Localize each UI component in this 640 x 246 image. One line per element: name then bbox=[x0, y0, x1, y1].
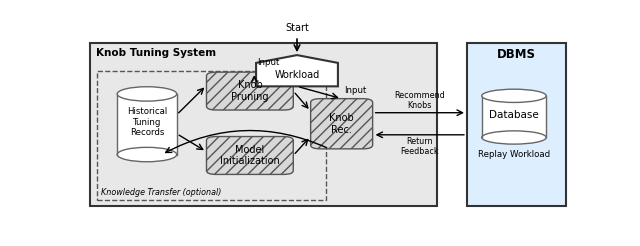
Bar bbox=[97, 71, 326, 200]
Text: Return
Feedback: Return Feedback bbox=[401, 137, 439, 156]
Text: Model
Initialization: Model Initialization bbox=[220, 145, 280, 166]
Text: Start: Start bbox=[285, 23, 309, 33]
FancyBboxPatch shape bbox=[207, 137, 293, 174]
Polygon shape bbox=[256, 55, 338, 86]
Text: Historical
Tuning
Records: Historical Tuning Records bbox=[127, 108, 167, 137]
Text: Knowledge Transfer (optional): Knowledge Transfer (optional) bbox=[101, 188, 221, 197]
Bar bbox=[90, 43, 437, 206]
Bar bbox=[482, 96, 547, 138]
Bar bbox=[467, 43, 566, 206]
Ellipse shape bbox=[482, 89, 547, 102]
FancyBboxPatch shape bbox=[207, 72, 293, 110]
Text: DBMS: DBMS bbox=[497, 48, 536, 62]
Text: Knob
Rec.: Knob Rec. bbox=[329, 113, 354, 135]
Text: Input: Input bbox=[257, 58, 279, 67]
Bar bbox=[117, 94, 177, 154]
Ellipse shape bbox=[482, 131, 547, 144]
Text: Database: Database bbox=[489, 110, 539, 120]
Text: Replay Workload: Replay Workload bbox=[478, 150, 550, 159]
Ellipse shape bbox=[117, 87, 177, 101]
Text: Workload: Workload bbox=[275, 70, 319, 80]
Text: Input: Input bbox=[344, 86, 367, 95]
FancyBboxPatch shape bbox=[310, 99, 372, 149]
Text: Knob
Pruning: Knob Pruning bbox=[231, 80, 269, 102]
Ellipse shape bbox=[117, 147, 177, 162]
Text: Knob Tuning System: Knob Tuning System bbox=[96, 47, 216, 58]
Text: Recommend
Knobs: Recommend Knobs bbox=[394, 91, 445, 110]
